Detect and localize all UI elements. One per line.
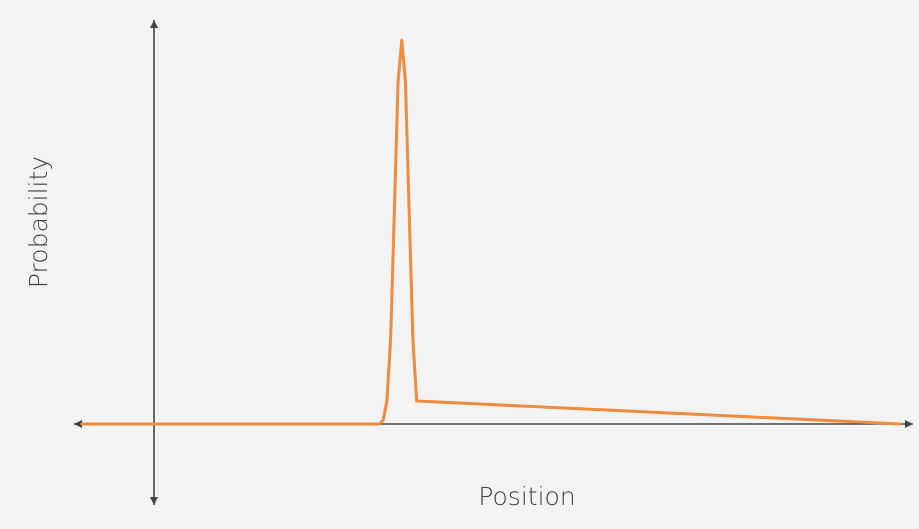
- series-layer: [80, 38, 902, 426]
- x-axis-label: Position: [478, 482, 575, 511]
- series-line-0: [80, 38, 902, 426]
- y-axis-label: Probability: [24, 156, 53, 288]
